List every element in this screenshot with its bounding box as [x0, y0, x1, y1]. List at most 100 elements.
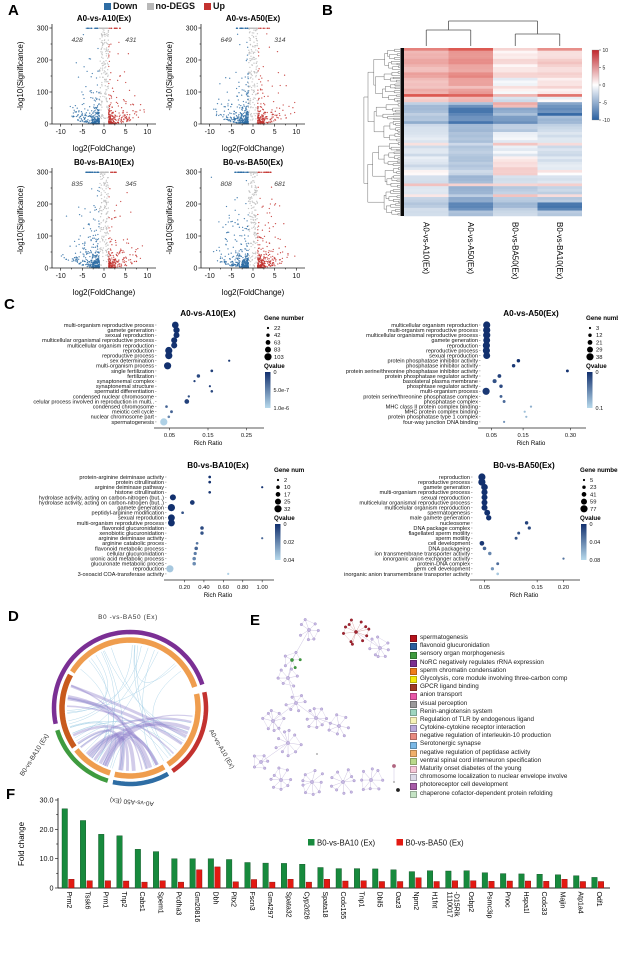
svg-text:multicellular organism reprodu: multicellular organism reproduction	[391, 323, 478, 329]
svg-text:-5: -5	[603, 100, 608, 106]
svg-text:arginine catabolic proces: arginine catabolic proces	[102, 541, 164, 547]
svg-text:reproductive process: reproductive process	[102, 354, 154, 360]
svg-text:ion transmembrane transporter: ion transmembrane transporter activity	[375, 551, 471, 557]
svg-text:protein phosphatase regulator: protein phosphatase regulator activity	[385, 374, 478, 380]
svg-text:30.0: 30.0	[40, 796, 54, 805]
svg-text:-10: -10	[56, 129, 66, 136]
svg-text:nuclear chromosome part: nuclear chromosome part	[91, 415, 155, 421]
legend-swatch-icon	[410, 725, 417, 733]
legend-swatch-icon	[410, 708, 417, 716]
svg-text:0: 0	[50, 884, 54, 893]
svg-text:38: 38	[596, 355, 602, 361]
svg-text:protein citrullination: protein citrullination	[116, 480, 164, 486]
svg-text:sexual reproduction: sexual reproduction	[421, 495, 470, 501]
heatmap-column-label: A0-vs-A50(Ex)	[466, 222, 475, 274]
legend-swatch-icon	[410, 717, 417, 725]
svg-text:300: 300	[186, 169, 198, 176]
bar-category-label: Gm20816	[193, 892, 200, 923]
svg-text:log2(FoldChange): log2(FoldChange)	[222, 144, 285, 153]
svg-text:protein-arginine deiminase act: protein-arginine deiminase activity	[79, 475, 164, 481]
bar-category-label: Prm2	[65, 892, 72, 909]
svg-text:0.04: 0.04	[284, 558, 295, 564]
network-legend-item: Serotonergic synapse	[410, 740, 618, 749]
row-dendrogram	[363, 49, 400, 216]
svg-text:inorganic anion transmembrane: inorganic anion transmembrane transporte…	[344, 572, 470, 578]
svg-text:0.25: 0.25	[241, 433, 252, 439]
legend-label: negative regulation of interleukin-10 pr…	[420, 732, 551, 740]
svg-text:0: 0	[284, 522, 287, 528]
network-legend-item: spermatogenesis	[410, 634, 618, 643]
svg-text:B0-vs-BA50 (Ex): B0-vs-BA50 (Ex)	[406, 839, 464, 848]
svg-text:MHC class II protein complex b: MHC class II protein complex binding	[386, 405, 478, 411]
svg-text:arginine deiminase activity: arginine deiminase activity	[98, 536, 164, 542]
svg-text:0.20: 0.20	[179, 585, 190, 591]
svg-text:100: 100	[37, 89, 49, 96]
svg-text:multi-organiam reproductive pr: multi-organiam reproductive process	[380, 490, 471, 496]
volcano-legend-item: Down	[104, 1, 138, 11]
svg-text:B0-vs-BA50(Ex): B0-vs-BA50(Ex)	[223, 158, 283, 167]
legend-label: Glycolysis, core module involving three-…	[420, 674, 568, 682]
svg-text:peptidyl-arginine modification: peptidyl-arginine modification	[92, 511, 164, 517]
legend-swatch-icon	[410, 676, 417, 684]
svg-text:protein serine/threonine phosp: protein serine/threonine phosphatase inh…	[346, 369, 478, 375]
svg-text:meiotic cell cycle: meiotic cell cycle	[112, 410, 154, 416]
svg-text:10.0: 10.0	[40, 854, 54, 863]
bar-category-label: Dbil5	[376, 892, 383, 908]
svg-text:B0-vs-BA10(Ex): B0-vs-BA10(Ex)	[74, 158, 134, 167]
svg-text:A0-vs-A10(Ex): A0-vs-A10(Ex)	[180, 309, 236, 318]
network-legend-item: GPCR ligand binding	[410, 683, 618, 692]
svg-text:Gene number: Gene number	[580, 467, 618, 474]
svg-text:300: 300	[37, 25, 49, 32]
svg-text:hydrolase activity, acting on: hydrolase activity, acting on carbon-nit…	[39, 500, 164, 506]
svg-text:1.00: 1.00	[257, 585, 268, 591]
fold-change-bar-chart: 0 10.0 20.0 30.0 Fold change Prm2 Tssk6 Prm1 Tnp…	[17, 796, 610, 923]
svg-text:multicellular organismal repro: multicellular organismal reproductive pr…	[42, 338, 154, 344]
legend-label: chaperone cofactor-dependent protein ref…	[420, 789, 553, 797]
circos-label-left: B0-vs-BA10 (Ex)	[19, 733, 51, 778]
svg-text:300: 300	[37, 169, 49, 176]
bar-category-label: Hspa1l	[522, 892, 529, 914]
svg-text:reproduction: reproduction	[439, 475, 470, 481]
bar-category-label: Pitx2	[230, 892, 237, 908]
svg-text:multi-organism reprodutive pro: multi-organism reprodutive process	[77, 521, 165, 527]
svg-text:MHC protein complex binding: MHC protein complex binding	[405, 410, 478, 416]
legend-swatch-icon	[410, 684, 417, 692]
bar-category-label: 1110017	[446, 892, 453, 918]
svg-text:reproduction: reproduction	[447, 343, 478, 349]
svg-text:5.0e-7: 5.0e-7	[274, 388, 290, 394]
svg-text:100: 100	[37, 233, 49, 240]
bar-category-label: Spem1	[157, 892, 164, 914]
legend-label: Regulation of TLR by endogenous ligand	[420, 715, 535, 723]
svg-text:649: 649	[220, 37, 232, 44]
svg-text:10: 10	[603, 48, 609, 54]
heatmap-column-label: B0-vs-BA50(Ex)	[510, 222, 519, 280]
svg-text:histone citrullination: histone citrullination	[115, 490, 164, 496]
svg-text:10: 10	[292, 129, 300, 136]
svg-text:flagellated sperm motility: flagellated sperm motility	[408, 531, 470, 537]
svg-text:condensed chromosome: condensed chromosome	[93, 405, 154, 411]
svg-text:phosphatase complex: phosphatase complex	[424, 399, 479, 405]
svg-text:21: 21	[596, 340, 602, 346]
circos-label-top: B0 -vs-BA50 (Ex)	[98, 614, 158, 621]
panel-label-e: E	[250, 612, 261, 629]
legend-swatch-icon	[204, 2, 211, 10]
svg-text:sex determination: sex determination	[110, 359, 154, 365]
svg-text:sexual reproduction: sexual reproduction	[105, 333, 154, 339]
svg-text:synaptonemal structure: synaptonemal structure	[96, 384, 154, 390]
svg-text:log2(FoldChange): log2(FoldChange)	[222, 288, 285, 297]
svg-text:5: 5	[124, 273, 128, 280]
legend-swatch-icon	[146, 2, 154, 10]
svg-text:spermatid differentiation: spermatid differentiation	[94, 389, 154, 395]
svg-text:Rich Ratio: Rich Ratio	[517, 440, 546, 447]
legend-swatch-icon	[410, 749, 417, 757]
svg-text:multicellular organism reprodu: multicellular organism reproduction	[67, 343, 154, 349]
circos-label-right: A0-vs-A10 (Ex)	[207, 728, 235, 770]
svg-text:-log10(Significance): -log10(Significance)	[16, 185, 25, 254]
network-legend-item: negative regulation of interleukin-10 pr…	[410, 732, 618, 741]
svg-text:reproduction: reproduction	[123, 348, 154, 354]
svg-text:fertilization: fertilization	[127, 374, 154, 380]
svg-text:log2(FoldChange): log2(FoldChange)	[73, 288, 136, 297]
volcano-legend: Down no-DEGS Up	[104, 1, 225, 11]
